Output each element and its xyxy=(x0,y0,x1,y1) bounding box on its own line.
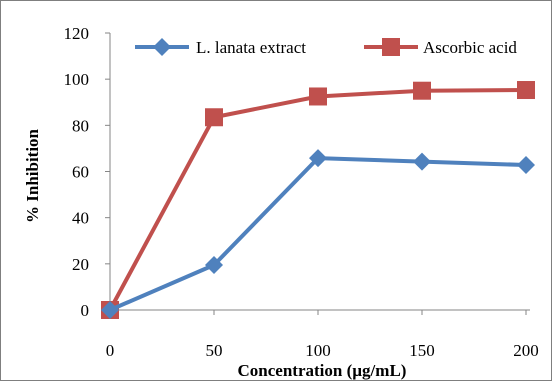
data-point-ascorbic-acid xyxy=(413,81,431,100)
legend-item-l-lanata-extract: L. lanata extract xyxy=(135,38,306,57)
x-tick-label: 200 xyxy=(513,341,539,360)
data-point-l-lanata-extract xyxy=(101,301,119,319)
y-tick-label: 20 xyxy=(72,255,89,274)
data-point-l-lanata-extract xyxy=(205,255,223,274)
x-axis-title: Concentration (µg/mL) xyxy=(238,361,407,380)
legend-label: L. lanata extract xyxy=(196,38,306,57)
legend-item-ascorbic-acid: Ascorbic acid xyxy=(364,38,517,57)
legend: L. lanata extract Ascorbic acid xyxy=(135,38,517,57)
data-point-ascorbic-acid xyxy=(309,87,327,106)
axes: 0 20 40 60 80 100 120 0 50 100 150 200 xyxy=(64,24,539,360)
y-tick-label: 40 xyxy=(72,209,89,228)
legend-marker xyxy=(382,38,400,56)
y-tick-label: 80 xyxy=(72,116,89,135)
x-tick-label: 0 xyxy=(106,341,115,360)
y-tick-label: 100 xyxy=(64,70,90,89)
y-tick-label: 60 xyxy=(72,163,89,182)
data-point-l-lanata-extract xyxy=(413,152,431,171)
series-line-ascorbic-acid xyxy=(108,88,527,311)
x-tick-label: 50 xyxy=(206,341,223,360)
series-ascorbic-acid xyxy=(101,81,535,319)
x-tick-label: 100 xyxy=(305,341,331,360)
y-tick-label: 0 xyxy=(81,301,90,320)
data-point-ascorbic-acid xyxy=(517,81,535,100)
y-axis-title: % Inhibition xyxy=(23,128,42,223)
legend-marker xyxy=(153,38,171,56)
series-line-l-lanata-extract xyxy=(109,156,527,312)
x-tick-label: 150 xyxy=(409,341,435,360)
y-tick-label: 120 xyxy=(64,24,90,43)
data-point-l-lanata-extract xyxy=(309,149,327,168)
data-point-l-lanata-extract xyxy=(517,156,535,175)
series-layer xyxy=(101,81,535,319)
legend-label: Ascorbic acid xyxy=(423,38,517,57)
data-point-ascorbic-acid xyxy=(205,108,223,127)
series-l-lanata-extract xyxy=(101,149,535,319)
